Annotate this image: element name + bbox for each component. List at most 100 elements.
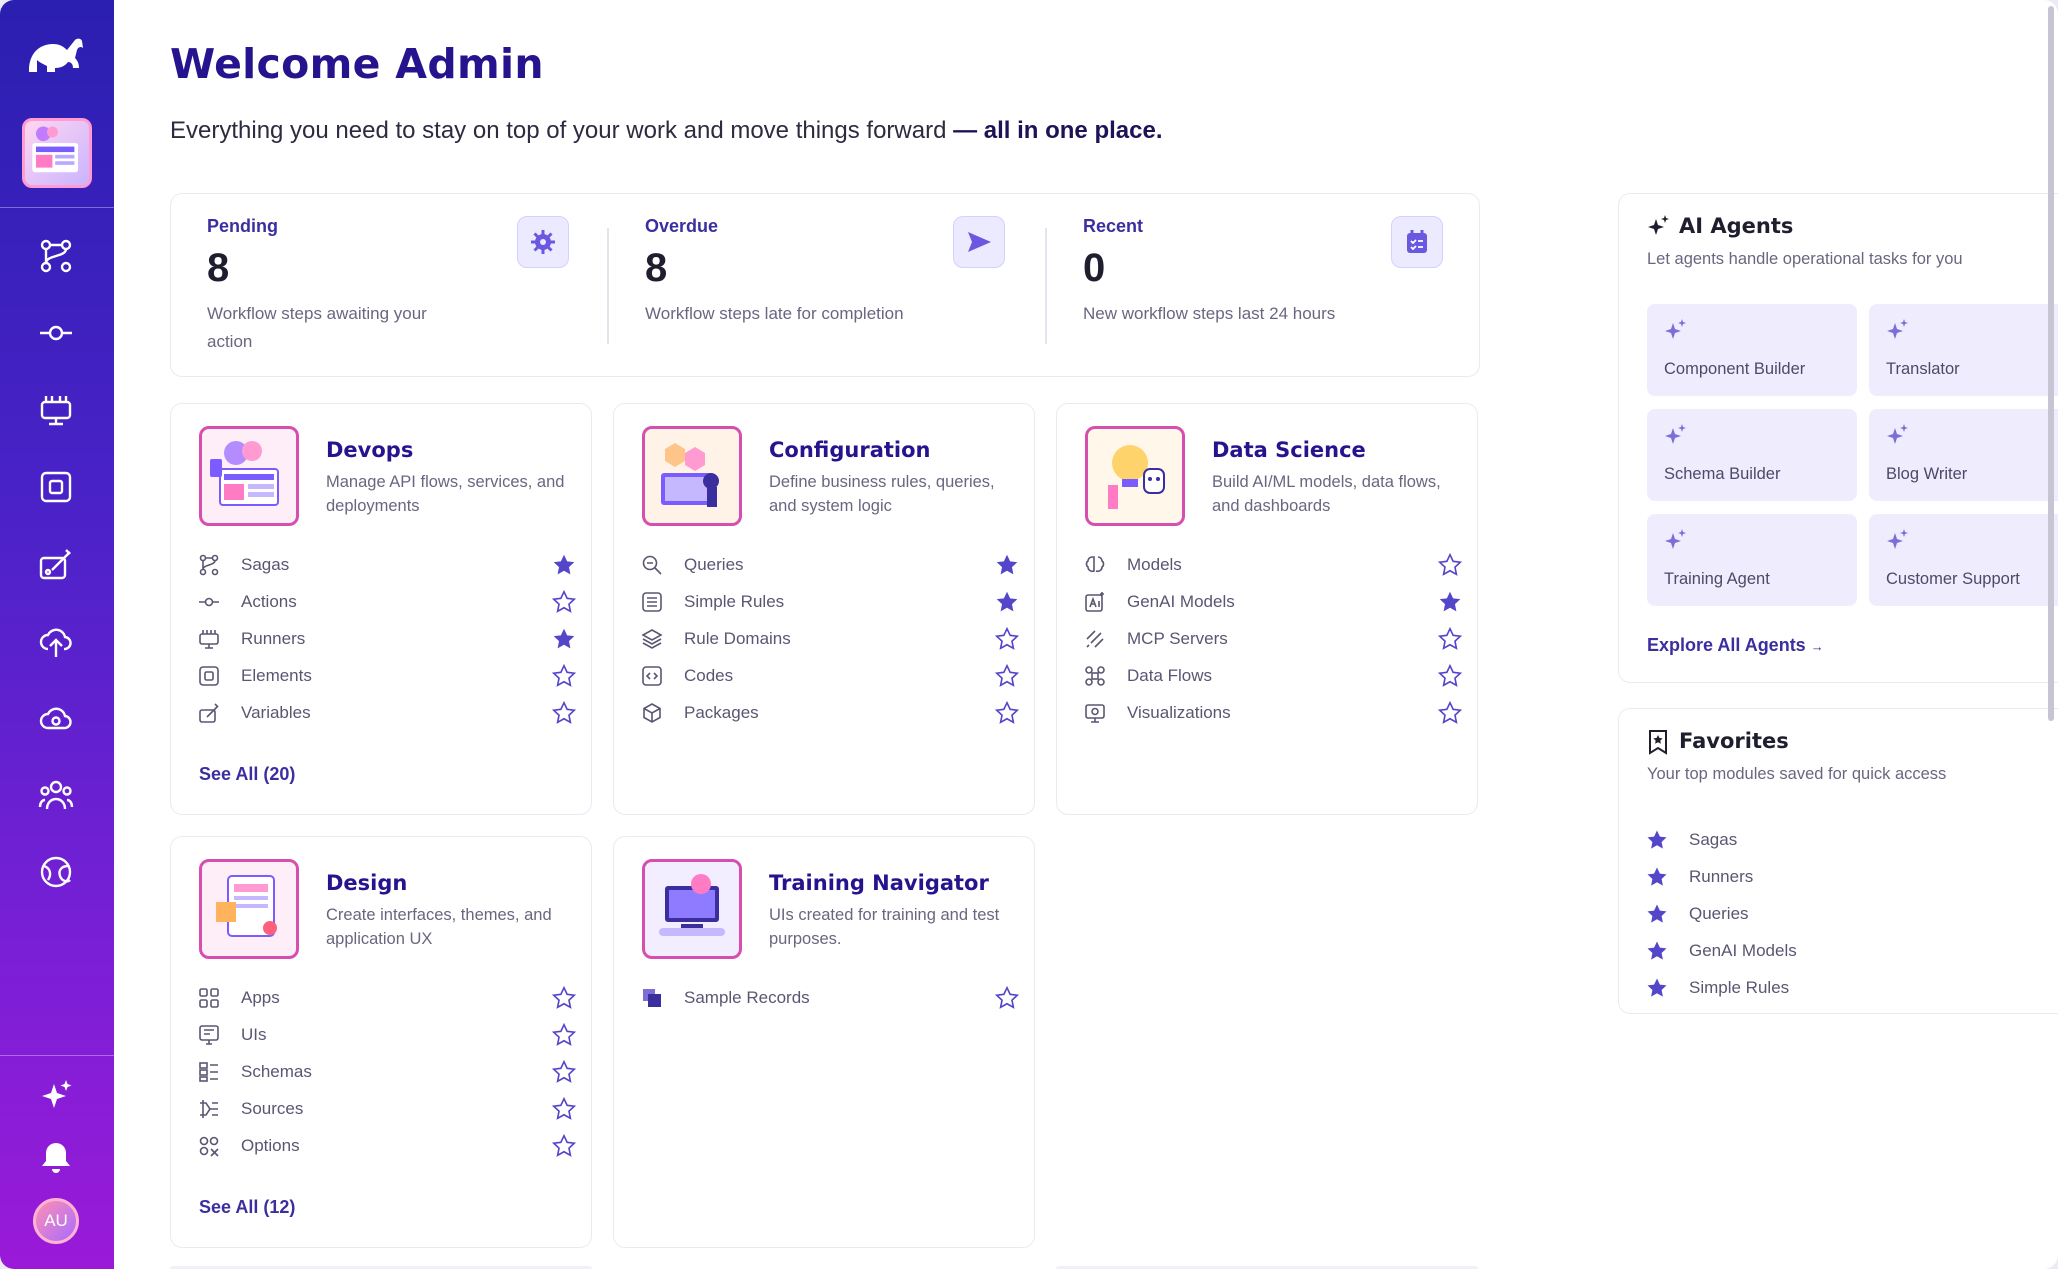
stat-pending[interactable]: Pending 8 Workflow steps awaiting your a… <box>171 194 607 378</box>
star-outline-icon[interactable] <box>1437 552 1463 578</box>
module-item-schemas[interactable]: Schemas <box>197 1053 577 1090</box>
notifications-bell-icon[interactable] <box>36 1138 76 1178</box>
module-item-variables[interactable]: Variables <box>197 694 577 731</box>
star-outline-icon[interactable] <box>551 1022 577 1048</box>
star-filled-icon[interactable] <box>994 552 1020 578</box>
favorite-item-simple-rules[interactable]: Simple Rules <box>1645 969 1797 1006</box>
stat-recent[interactable]: Recent 0 New workflow steps last 24 hour… <box>1047 194 1479 378</box>
explore-all-agents-link[interactable]: Explore All Agents → <box>1647 635 1824 656</box>
module-item-label: MCP Servers <box>1127 628 1228 648</box>
star-outline-icon[interactable] <box>1437 626 1463 652</box>
vertical-scrollbar[interactable] <box>2048 6 2054 721</box>
module-item-models[interactable]: Models <box>1083 546 1463 583</box>
module-item-data-flows[interactable]: Data Flows <box>1083 657 1463 694</box>
apps-icon <box>197 986 221 1010</box>
star-outline-icon[interactable] <box>1437 700 1463 726</box>
sidebar-elements-icon[interactable] <box>36 467 76 507</box>
stat-value: 0 <box>1083 246 1106 290</box>
module-item-genai-models[interactable]: GenAI Models <box>1083 583 1463 620</box>
stat-overdue[interactable]: Overdue 8 Workflow steps late for comple… <box>609 194 1045 378</box>
module-item-rule-domains[interactable]: Rule Domains <box>640 620 1020 657</box>
star-outline-icon[interactable] <box>994 700 1020 726</box>
star-outline-icon[interactable] <box>551 1133 577 1159</box>
favorite-item-genai-models[interactable]: GenAI Models <box>1645 932 1797 969</box>
module-item-sagas[interactable]: Sagas <box>197 546 577 583</box>
module-item-visualizations[interactable]: Visualizations <box>1083 694 1463 731</box>
agent-tile-blog-writer[interactable]: Blog Writer <box>1869 409 2058 501</box>
module-description: Build AI/ML models, data flows, and dash… <box>1212 473 1441 515</box>
module-item-label: Schemas <box>241 1061 312 1081</box>
module-item-simple-rules[interactable]: Simple Rules <box>640 583 1020 620</box>
see-all-link[interactable]: See All (20) <box>199 764 296 784</box>
sidebar-actions-icon[interactable] <box>36 313 76 353</box>
star-filled-icon[interactable] <box>551 552 577 578</box>
module-item-sample-records[interactable]: Sample Records <box>640 979 1020 1016</box>
stat-label: Pending <box>207 216 278 236</box>
arrow-right-icon: → <box>1810 639 1824 654</box>
sidebar-sagas-icon[interactable] <box>36 236 76 276</box>
favorite-item-sagas[interactable]: Sagas <box>1645 821 1797 858</box>
sidebar-cloud-settings-icon[interactable] <box>36 698 76 738</box>
star-outline-icon[interactable] <box>1437 663 1463 689</box>
module-description: Create interfaces, themes, and applicati… <box>326 906 552 948</box>
agent-label: Training Agent <box>1664 570 1770 588</box>
star-outline-icon[interactable] <box>994 663 1020 689</box>
agent-tile-customer-support[interactable]: Customer Support <box>1869 514 2058 606</box>
module-title: Devops <box>326 438 414 462</box>
module-item-uis[interactable]: UIs <box>197 1016 577 1053</box>
module-item-runners[interactable]: Runners <box>197 620 577 657</box>
module-item-label: UIs <box>241 1024 267 1044</box>
module-item-elements[interactable]: Elements <box>197 657 577 694</box>
module-item-packages[interactable]: Packages <box>640 694 1020 731</box>
app-thumbnail[interactable] <box>22 118 92 188</box>
query-icon <box>640 553 664 577</box>
records-icon <box>640 986 664 1010</box>
module-item-label: Elements <box>241 665 312 685</box>
agent-tile-translator[interactable]: Translator <box>1869 304 2058 396</box>
ai-agents-panel: AI Agents Let agents handle operational … <box>1618 193 2058 683</box>
star-outline-icon[interactable] <box>994 626 1020 652</box>
sidebar-divider <box>0 1055 114 1056</box>
module-item-codes[interactable]: Codes <box>640 657 1020 694</box>
module-item-sources[interactable]: Sources <box>197 1090 577 1127</box>
module-item-apps[interactable]: Apps <box>197 979 577 1016</box>
module-item-mcp-servers[interactable]: MCP Servers <box>1083 620 1463 657</box>
star-filled-icon[interactable] <box>1437 589 1463 615</box>
star-filled-icon[interactable] <box>994 589 1020 615</box>
brand-logo[interactable] <box>25 30 87 78</box>
agent-tile-schema-builder[interactable]: Schema Builder <box>1647 409 1857 501</box>
next-card-edge <box>1056 1266 1478 1269</box>
sidebar-upload-cloud-icon[interactable] <box>36 621 76 661</box>
star-outline-icon[interactable] <box>551 589 577 615</box>
star-outline-icon[interactable] <box>994 985 1020 1011</box>
star-outline-icon[interactable] <box>551 985 577 1011</box>
module-item-label: Variables <box>241 702 311 722</box>
see-all-link[interactable]: See All (12) <box>199 1197 296 1217</box>
module-item-queries[interactable]: Queries <box>640 546 1020 583</box>
workflow-stats-card: Pending 8 Workflow steps awaiting your a… <box>170 193 1480 377</box>
module-title: Configuration <box>769 438 931 462</box>
agent-label: Component Builder <box>1664 360 1806 378</box>
star-outline-icon[interactable] <box>551 663 577 689</box>
user-avatar[interactable]: AU <box>33 1198 79 1244</box>
module-item-actions[interactable]: Actions <box>197 583 577 620</box>
favorite-item-queries[interactable]: Queries <box>1645 895 1797 932</box>
stat-divider <box>1045 228 1047 344</box>
star-filled-icon <box>1647 941 1667 960</box>
sidebar-globe-icon[interactable] <box>36 852 76 892</box>
module-item-options[interactable]: Options <box>197 1127 577 1164</box>
module-item-label: Visualizations <box>1127 702 1231 722</box>
star-outline-icon[interactable] <box>551 1059 577 1085</box>
star-filled-icon[interactable] <box>551 626 577 652</box>
sidebar-ai-sparkle-icon[interactable] <box>36 1076 76 1116</box>
sidebar-runners-icon[interactable] <box>36 390 76 430</box>
sidebar-users-icon[interactable] <box>36 775 76 815</box>
agent-tile-training-agent[interactable]: Training Agent <box>1647 514 1857 606</box>
star-outline-icon[interactable] <box>551 700 577 726</box>
favorite-item-runners[interactable]: Runners <box>1645 858 1797 895</box>
source-icon <box>197 1097 221 1121</box>
star-outline-icon[interactable] <box>551 1096 577 1122</box>
agent-tile-component-builder[interactable]: Component Builder <box>1647 304 1857 396</box>
sidebar-variables-icon[interactable] <box>36 544 76 584</box>
next-card-edge <box>170 1266 592 1269</box>
